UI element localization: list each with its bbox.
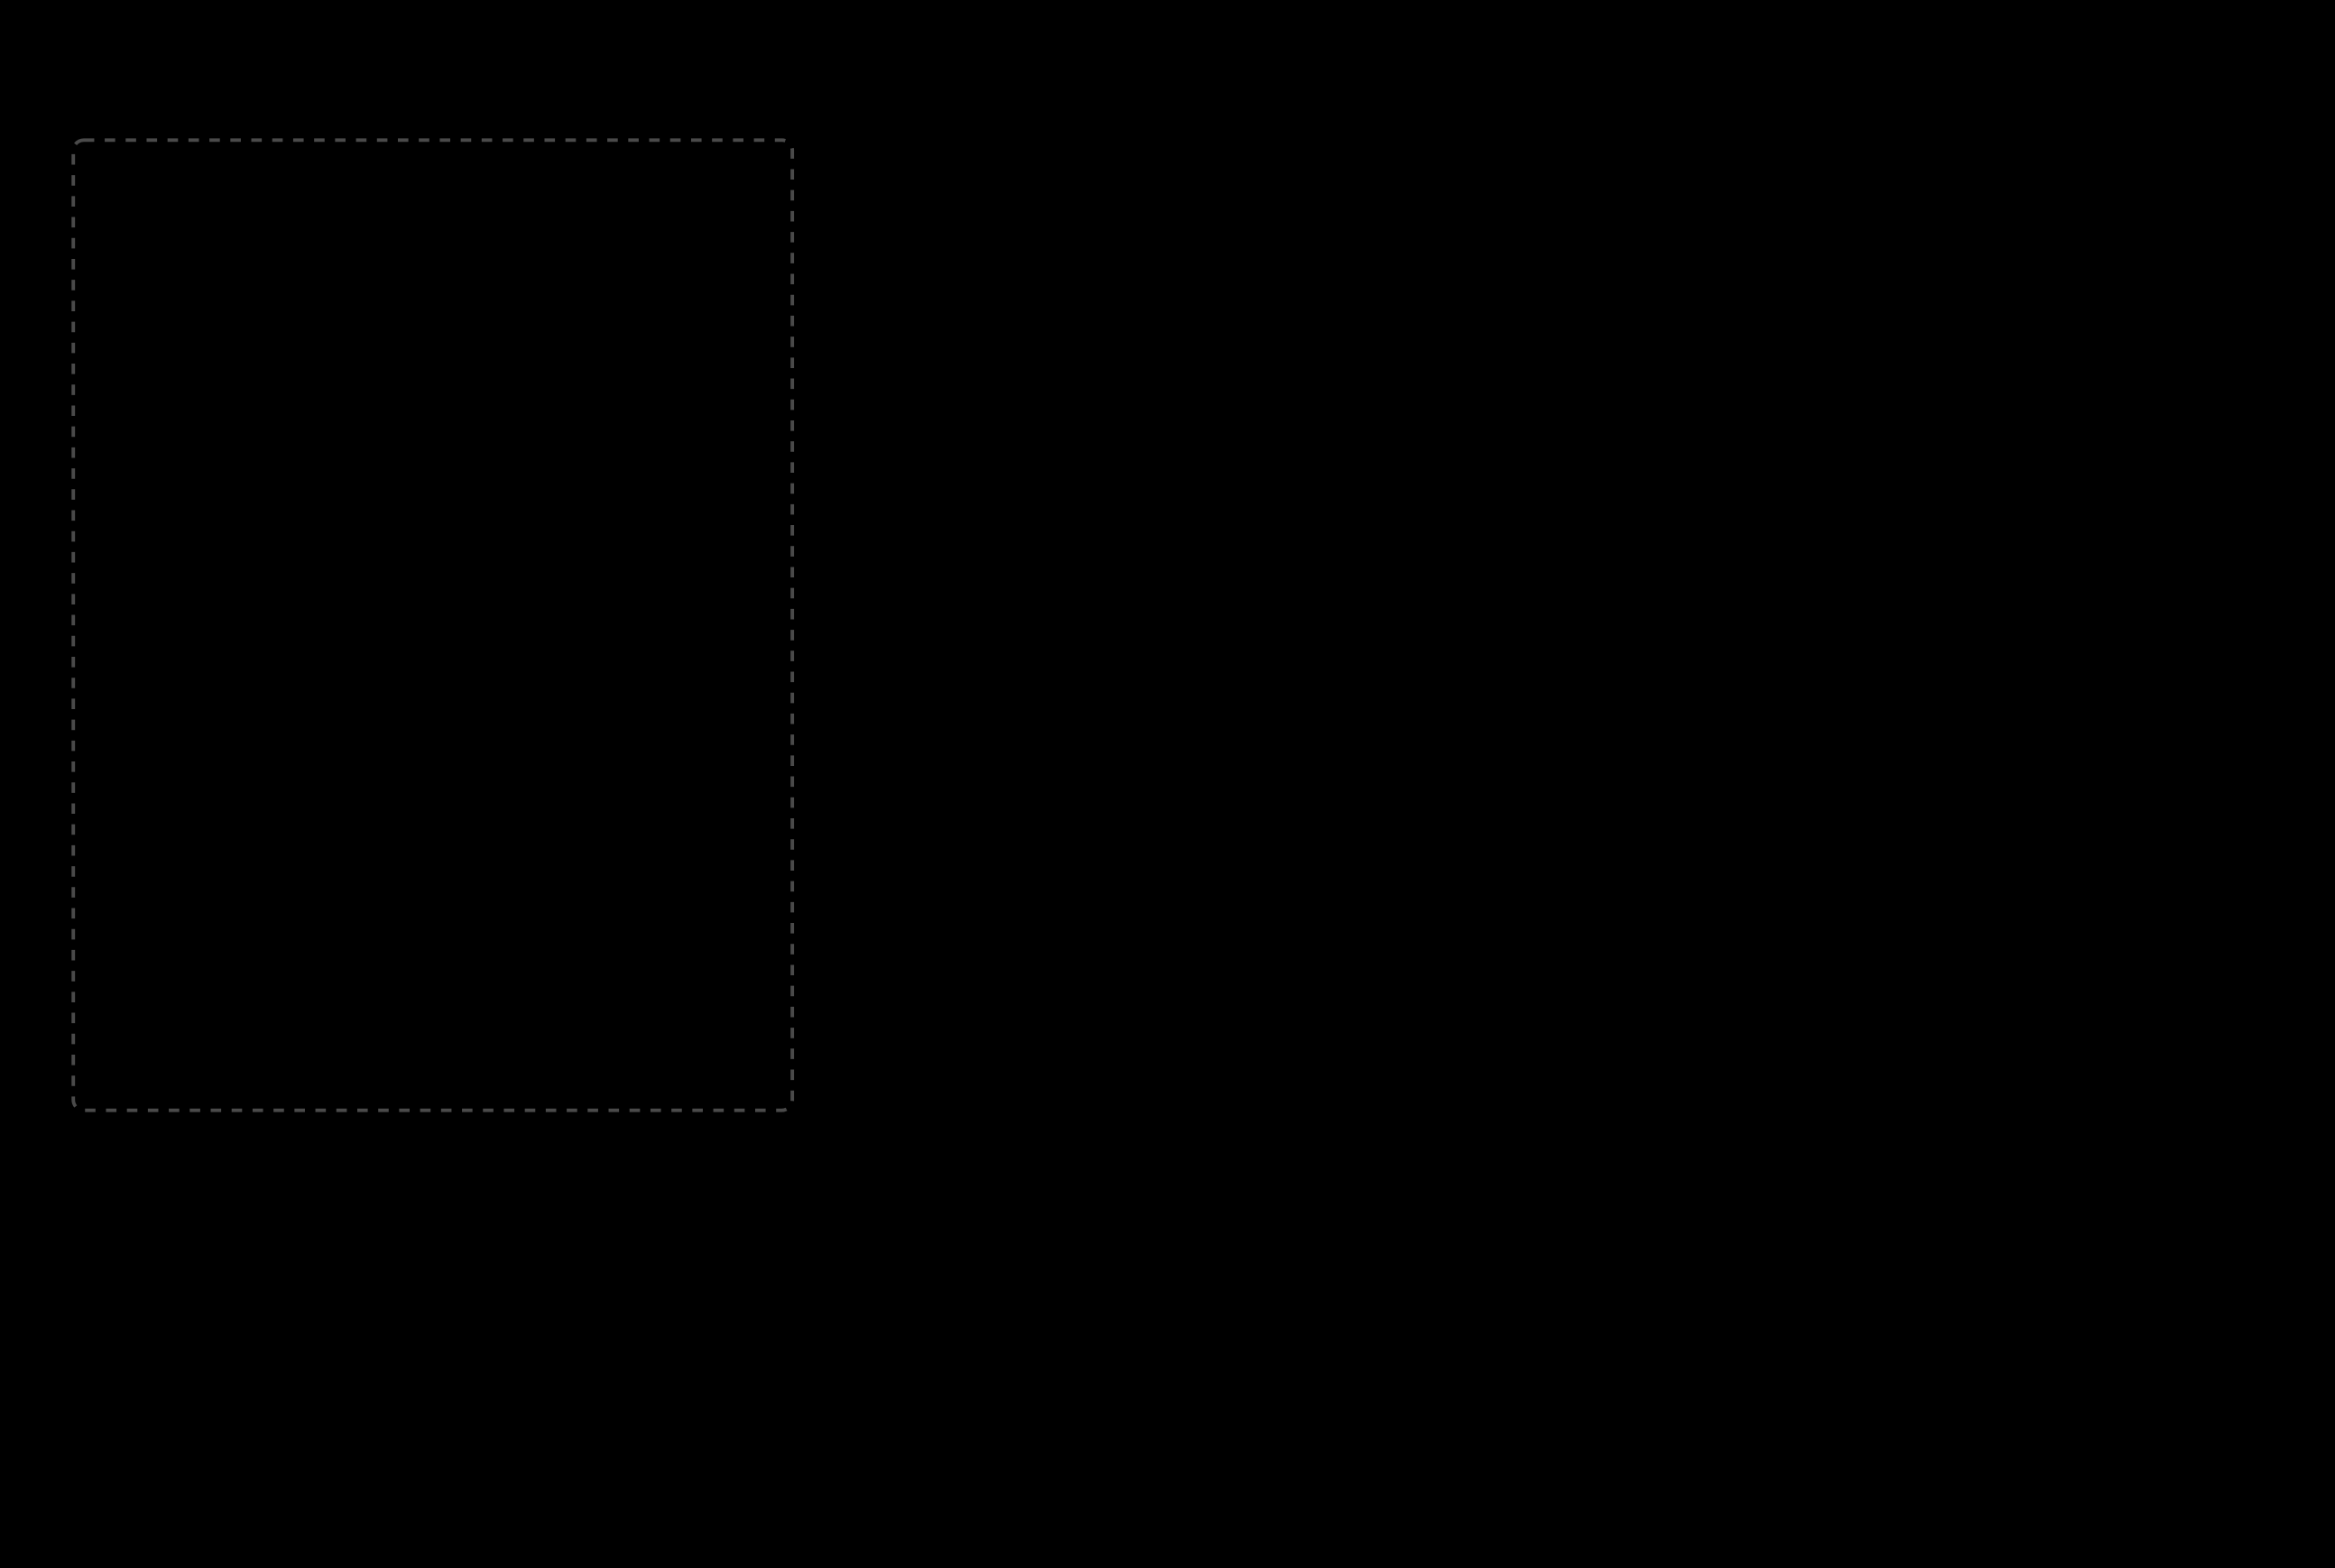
- main-state-box: [73, 140, 792, 1110]
